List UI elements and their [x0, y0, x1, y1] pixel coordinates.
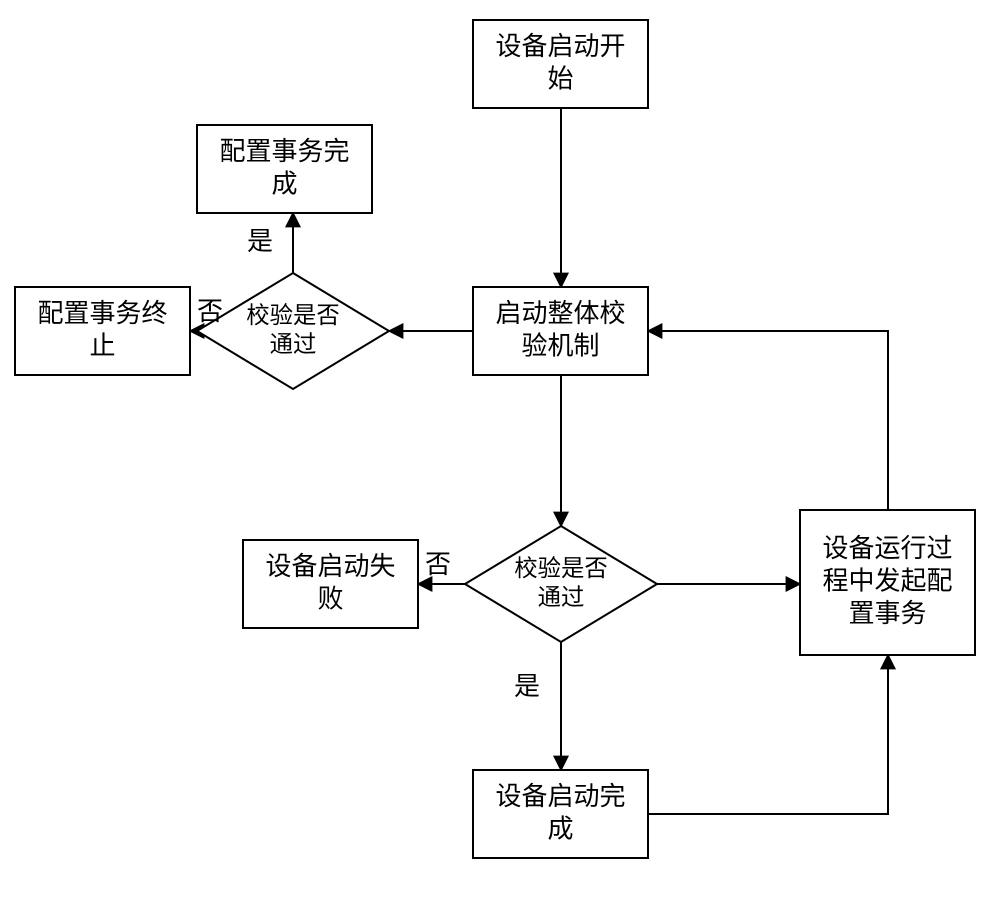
node-start-line: 设备启动开 — [495, 32, 625, 61]
edge-label-e_d2_bootOk: 是 — [514, 672, 540, 701]
node-verify-line: 启动整体校 — [495, 299, 625, 328]
edge-label-e_d1_cfgDone: 是 — [247, 227, 273, 256]
node-diamond1: 校验是否通过 — [197, 273, 389, 389]
node-cfgDone-line: 配置事务完 — [219, 137, 349, 166]
node-bootOk-line: 设备启动完 — [495, 782, 625, 811]
edge-label-e_d2_bootFail: 否 — [425, 550, 451, 579]
node-cfgStop: 配置事务终止 — [15, 287, 190, 375]
node-diamond2-line: 校验是否 — [514, 555, 608, 582]
node-diamond1-line: 通过 — [270, 331, 317, 358]
node-cfgDone: 配置事务完成 — [197, 125, 372, 213]
node-bootFail-line: 设备启动失 — [265, 552, 395, 581]
flowchart-canvas: 设备启动开始启动整体校验机制校验是否通过配置事务完成配置事务终止校验是否通过设备… — [0, 0, 1000, 911]
nodes-layer: 设备启动开始启动整体校验机制校验是否通过配置事务完成配置事务终止校验是否通过设备… — [15, 20, 975, 858]
node-cfgTx-line: 程中发起配 — [822, 567, 952, 596]
edge-e_cfgTx_verify — [648, 331, 888, 510]
edge-label-e_d1_cfgStop: 否 — [197, 297, 223, 326]
node-diamond2: 校验是否通过 — [465, 526, 657, 642]
node-verify-line: 验机制 — [521, 331, 599, 360]
node-bootOk: 设备启动完成 — [473, 770, 648, 858]
node-bootOk-line: 成 — [547, 814, 573, 843]
node-cfgDone-line: 成 — [271, 169, 297, 198]
edge-e_bootOk_cfgTx — [648, 655, 888, 814]
node-cfgStop-line: 止 — [89, 331, 115, 360]
node-start: 设备启动开始 — [473, 20, 648, 108]
node-diamond2-line: 通过 — [538, 584, 585, 611]
node-start-line: 始 — [547, 64, 573, 93]
node-bootFail-line: 败 — [317, 584, 343, 613]
node-bootFail: 设备启动失败 — [243, 540, 418, 628]
node-cfgTx-line: 设备运行过 — [822, 534, 952, 563]
node-cfgTx: 设备运行过程中发起配置事务 — [800, 510, 975, 655]
node-diamond1-line: 校验是否 — [246, 302, 340, 329]
node-cfgTx-line: 置事务 — [848, 599, 926, 628]
node-verify: 启动整体校验机制 — [473, 287, 648, 375]
node-cfgStop-line: 配置事务终 — [37, 299, 167, 328]
